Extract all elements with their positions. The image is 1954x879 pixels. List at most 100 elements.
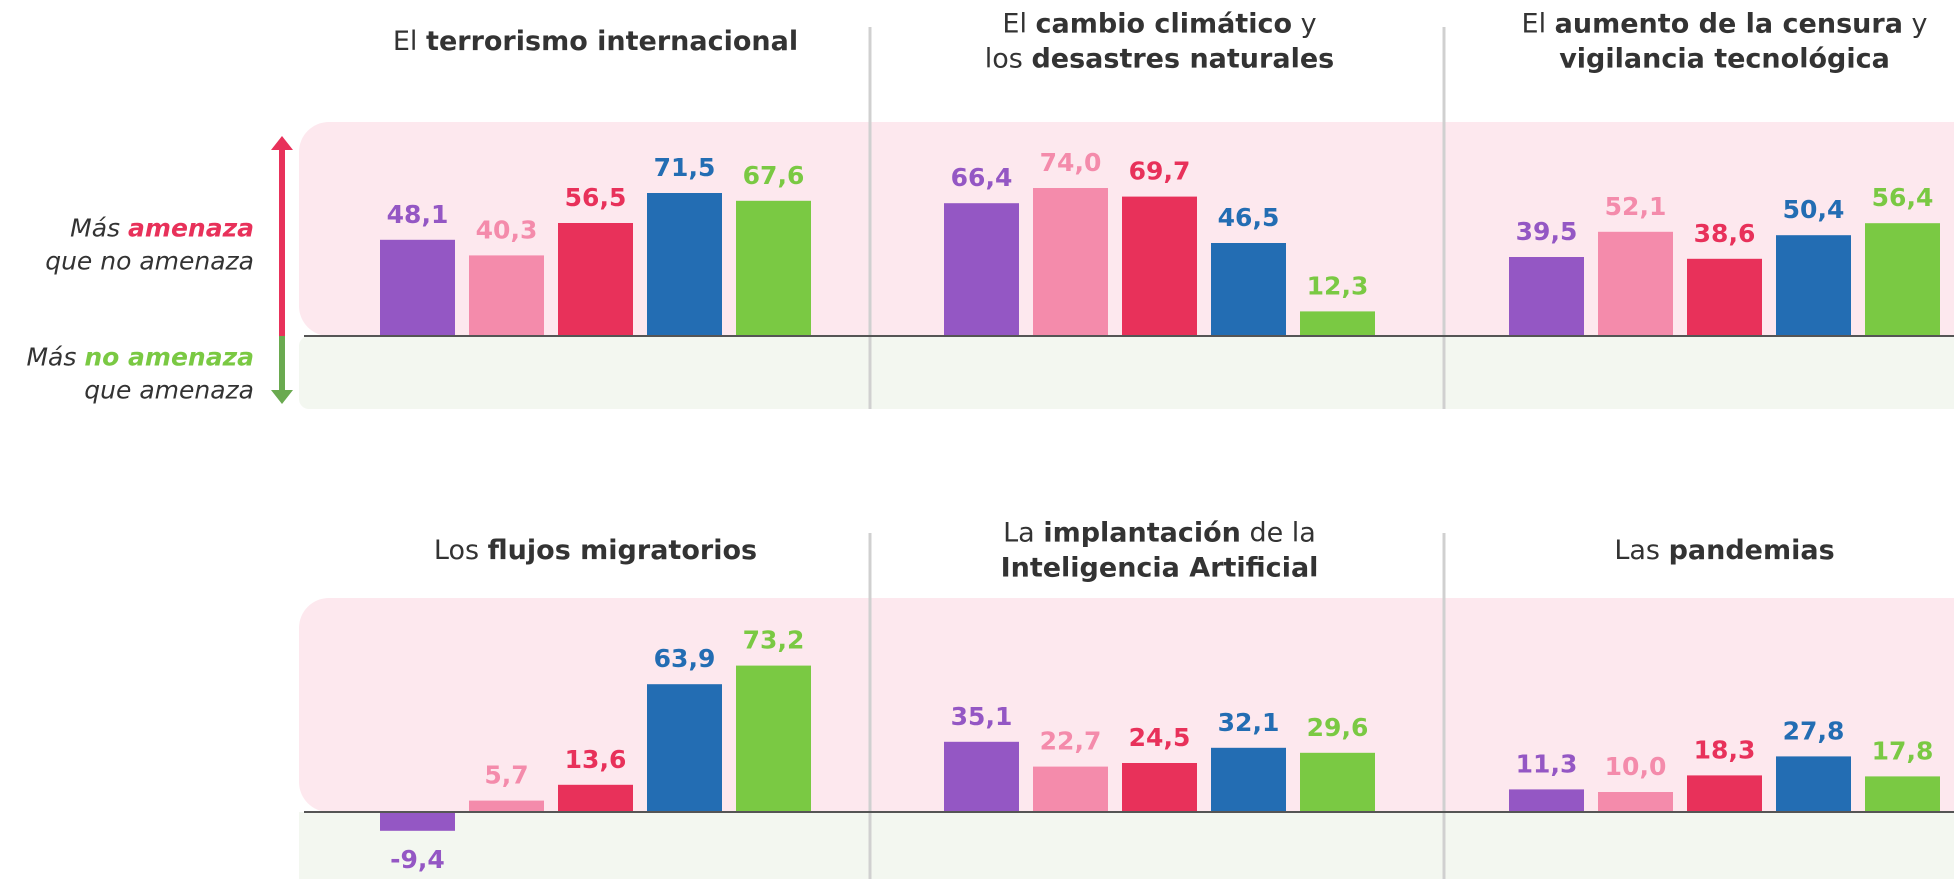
text-line: Más amenaza xyxy=(70,214,254,243)
text-segment: Los xyxy=(434,535,488,566)
value-label: 50,4 xyxy=(1783,195,1845,224)
bar xyxy=(1122,196,1197,336)
text-segment: de la xyxy=(1241,517,1316,548)
bar xyxy=(1211,747,1286,812)
value-label: 66,4 xyxy=(951,163,1013,192)
text-line: El aumento de la censura y xyxy=(1522,8,1928,39)
bar xyxy=(1211,243,1286,336)
text-segment: y xyxy=(1292,8,1317,39)
value-label: 56,5 xyxy=(565,183,627,212)
bar xyxy=(380,812,455,831)
value-label: 35,1 xyxy=(951,702,1013,731)
value-label: 69,7 xyxy=(1129,157,1191,186)
bar xyxy=(1300,311,1375,336)
bar xyxy=(647,684,722,812)
text-segment: que no amenaza xyxy=(45,247,254,276)
value-label: 17,8 xyxy=(1872,736,1934,765)
bar xyxy=(1687,258,1762,336)
text-line: los desastres naturales xyxy=(985,43,1334,74)
text-segment: vigilancia tecnológica xyxy=(1559,43,1890,74)
text-segment: no amenaza xyxy=(84,343,254,372)
value-label: 13,6 xyxy=(565,745,627,774)
bar xyxy=(558,223,633,336)
text-segment: flujos migratorios xyxy=(488,535,757,566)
no-threat-zone xyxy=(299,812,1954,879)
text-line: Más no amenaza xyxy=(26,343,254,372)
value-label: 46,5 xyxy=(1218,203,1280,232)
bar xyxy=(469,255,544,336)
value-label: 74,0 xyxy=(1040,148,1102,177)
bar xyxy=(1122,763,1197,812)
value-label: 38,6 xyxy=(1694,219,1756,248)
bar xyxy=(944,203,1019,336)
text-segment: terrorismo internacional xyxy=(426,26,798,57)
bar xyxy=(558,784,633,812)
bar xyxy=(1509,257,1584,336)
text-line: que amenaza xyxy=(84,376,254,405)
value-label: -9,4 xyxy=(390,845,445,874)
bar xyxy=(736,200,811,336)
value-label: 11,3 xyxy=(1516,749,1578,778)
no-threat-zone xyxy=(299,336,1954,409)
text-segment: Inteligencia Artificial xyxy=(1001,552,1319,583)
text-segment: El xyxy=(1002,8,1035,39)
value-label: 22,7 xyxy=(1040,727,1102,756)
text-segment: Más xyxy=(70,214,128,243)
text-line: Inteligencia Artificial xyxy=(1001,552,1319,583)
value-label: 48,1 xyxy=(387,200,449,229)
bar xyxy=(1865,776,1940,812)
bar xyxy=(1776,756,1851,812)
bar xyxy=(1776,235,1851,336)
text-line: vigilancia tecnológica xyxy=(1559,43,1890,74)
text-segment: pandemias xyxy=(1669,535,1835,566)
text-segment: implantación xyxy=(1043,517,1241,548)
value-label: 27,8 xyxy=(1783,716,1845,745)
value-label: 73,2 xyxy=(743,626,805,655)
text-segment: que amenaza xyxy=(84,376,254,405)
value-label: 56,4 xyxy=(1872,183,1934,212)
bar xyxy=(1300,752,1375,812)
value-label: 71,5 xyxy=(654,153,716,182)
text-segment: desastres naturales xyxy=(1031,43,1334,74)
text-segment: cambio climático xyxy=(1036,8,1292,39)
bar xyxy=(380,239,455,336)
bar xyxy=(1687,775,1762,812)
bar xyxy=(647,193,722,336)
bar xyxy=(1033,766,1108,812)
text-segment: Más xyxy=(26,343,84,372)
text-line: La implantación de la xyxy=(1003,517,1316,548)
value-label: 40,3 xyxy=(476,215,538,244)
value-label: 18,3 xyxy=(1694,735,1756,764)
text-segment: amenaza xyxy=(128,214,254,243)
bar xyxy=(469,800,544,812)
arrow-head xyxy=(271,136,293,150)
text-segment: La xyxy=(1003,517,1043,548)
bar xyxy=(1033,188,1108,336)
text-segment: aumento de la censura xyxy=(1555,8,1903,39)
arrow-head xyxy=(271,390,293,404)
value-label: 67,6 xyxy=(743,161,805,190)
value-label: 52,1 xyxy=(1605,192,1667,221)
value-label: 32,1 xyxy=(1218,708,1280,737)
bar xyxy=(1598,792,1673,812)
text-line: Los flujos migratorios xyxy=(434,535,757,566)
value-label: 63,9 xyxy=(654,644,716,673)
text-segment: Las xyxy=(1614,535,1668,566)
text-line: El terrorismo internacional xyxy=(393,26,798,57)
bar xyxy=(1509,789,1584,812)
value-label: 39,5 xyxy=(1516,217,1578,246)
text-line: que no amenaza xyxy=(45,247,254,276)
text-segment: y xyxy=(1903,8,1928,39)
bar xyxy=(944,741,1019,812)
text-segment: El xyxy=(1522,8,1555,39)
value-label: 5,7 xyxy=(484,761,528,790)
value-label: 12,3 xyxy=(1307,271,1369,300)
bar xyxy=(1598,231,1673,336)
bar xyxy=(1865,223,1940,336)
value-label: 29,6 xyxy=(1307,713,1369,742)
bar xyxy=(736,665,811,812)
value-label: 10,0 xyxy=(1605,752,1667,781)
value-label: 24,5 xyxy=(1129,723,1191,752)
text-segment: los xyxy=(985,43,1032,74)
